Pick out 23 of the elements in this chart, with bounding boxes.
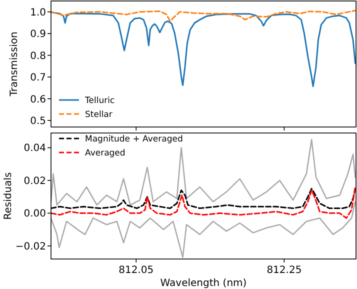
- legend-label: Telluric: [84, 96, 115, 106]
- y-tick-label: 0.6: [30, 94, 46, 106]
- line-series: [51, 10, 356, 22]
- y-tick-label: 0.9: [30, 29, 46, 40]
- y-tick-label: 0.5: [30, 116, 46, 127]
- line-series: [51, 201, 356, 258]
- y-tick-label: 0.7: [30, 72, 46, 84]
- y-axis-title: Residuals: [3, 172, 14, 220]
- y-tick-label: 0.04: [24, 143, 46, 154]
- y-tick-label: 0.02: [24, 176, 46, 187]
- x-tick-label: 812.25: [266, 265, 302, 276]
- y-tick-label: 1.0: [30, 7, 46, 18]
- legend-label: Stellar: [85, 110, 113, 120]
- y-tick-label: −0.02: [15, 241, 46, 252]
- x-tick-label: 812.05: [118, 265, 154, 276]
- legend-label: Magnitude + Averaged: [85, 134, 183, 144]
- y-axis-title: Transmission: [9, 32, 20, 98]
- line-series: [51, 12, 356, 88]
- y-tick-label: 0.8: [30, 50, 46, 62]
- y-tick-label: 0.00: [24, 208, 46, 220]
- line-series: [51, 186, 356, 219]
- legend-label: Averaged: [85, 148, 126, 158]
- x-axis-title: Wavelength (nm): [160, 278, 247, 289]
